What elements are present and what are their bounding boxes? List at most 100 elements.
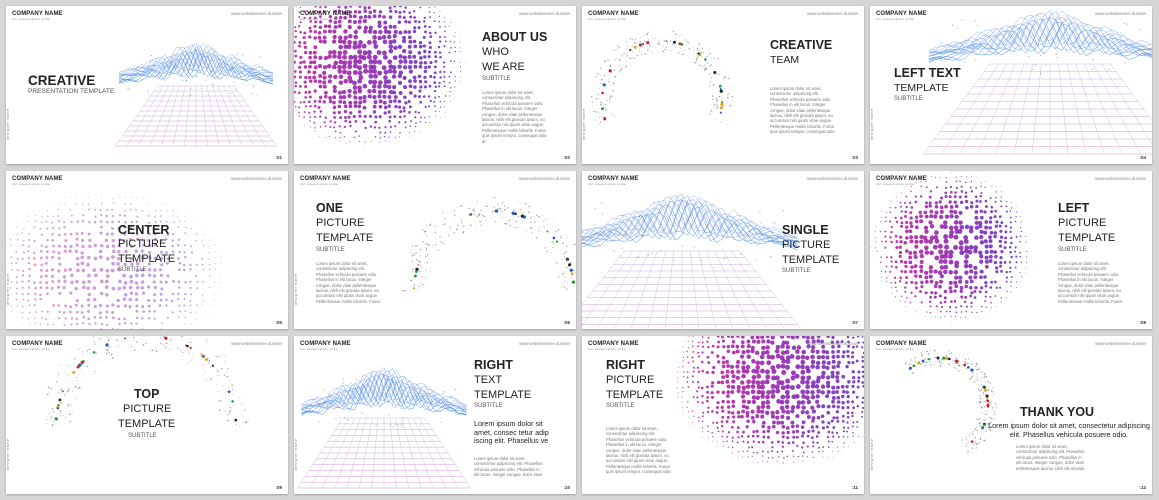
slide-number: :11: [851, 485, 858, 490]
lead-text: Lorem ipsum dolor sit amet, consec tetur…: [474, 420, 549, 446]
tagline: pro presentation slide: [588, 183, 626, 186]
website: www.websitename.domain: [807, 341, 858, 346]
designer-name: designer name: [6, 108, 10, 140]
particle-ring-art: [401, 196, 576, 292]
website: www.websitename.domain: [1095, 341, 1146, 346]
slide-01[interactable]: COMPANY NAME pro presentation slide www.…: [6, 6, 288, 164]
designer-name: designer name: [6, 438, 10, 470]
designer-name: designer name: [294, 273, 298, 305]
slide-subtitle: SUBTITLE: [474, 403, 503, 409]
lead-text: Lorem ipsum dolor sit amet, consectetur …: [988, 421, 1150, 439]
tagline: pro presentation slide: [300, 183, 338, 186]
particle-ring-art: [904, 349, 997, 453]
slide-title-line-1: CENTER: [118, 223, 170, 237]
company-name: COMPANY NAME: [588, 341, 639, 347]
slide-subtitle: SUBTITLE: [894, 96, 923, 102]
body-text: Lorem ipsum dolor sit amet, consectetur …: [316, 261, 381, 303]
body-text: Lorem ipsum dolor sit amet, consectetur …: [1058, 261, 1123, 303]
company-name: COMPANY NAME: [12, 341, 63, 347]
slide-03[interactable]: COMPANY NAME pro presentation slide www.…: [582, 6, 864, 164]
slide-subtitle: PRESENTATION TEMPLATE: [28, 88, 115, 95]
company-name: COMPANY NAME: [588, 176, 639, 182]
website: www.websitename.domain: [1095, 176, 1146, 181]
slide-number: :06: [563, 320, 570, 325]
slide-title-line-3: TEMPLATE: [782, 254, 840, 266]
wave-grid-art: [297, 366, 471, 489]
slide-number: :08: [1139, 320, 1146, 325]
slide-title-line-3: TEMPLATE: [118, 418, 176, 430]
website: www.websitename.domain: [519, 11, 570, 16]
company-name: COMPANY NAME: [588, 11, 639, 17]
slide-number: :01: [275, 155, 282, 160]
tagline: pro presentation slide: [588, 18, 626, 21]
slide-number: :07: [851, 320, 858, 325]
slide-04[interactable]: COMPANY NAME pro presentation slide www.…: [870, 6, 1152, 164]
slide-subtitle: SUBTITLE: [128, 433, 157, 439]
slide-number: :02: [563, 155, 570, 160]
slide-subtitle: SUBTITLE: [782, 268, 811, 274]
wave-grid-art: [582, 193, 802, 329]
body-text: Lorem ipsum dolor sit amet, consectetur …: [1016, 444, 1085, 470]
dot-cloud-art: [870, 172, 1028, 323]
slide-title-line-1: LEFT: [1058, 201, 1090, 215]
slide-title-line-3: TEMPLATE: [606, 389, 664, 401]
website: www.websitename.domain: [1095, 11, 1146, 16]
slide-title-line-2: PICTURE: [118, 238, 167, 250]
slide-subtitle: SUBTITLE: [1058, 247, 1087, 253]
dot-cloud-art: [294, 6, 466, 147]
slide-title-line-2: TEAM: [770, 54, 800, 66]
website: www.websitename.domain: [519, 341, 570, 346]
particle-ring-art: [590, 30, 734, 125]
slide-subtitle: SUBTITLE: [118, 267, 147, 273]
body-text: Lorem ipsum dolor sit amet, consectetur …: [770, 86, 835, 134]
slide-title-line-3: TEMPLATE: [474, 389, 532, 401]
tagline: pro presentation slide: [12, 18, 50, 21]
tagline: pro presentation slide: [300, 348, 338, 351]
wave-grid-art: [923, 10, 1152, 155]
slide-05[interactable]: COMPANY NAME pro presentation slide www.…: [6, 171, 288, 329]
slide-title-line-2: TEXT: [474, 374, 503, 386]
designer-name: designer name: [294, 438, 298, 470]
company-name: COMPANY NAME: [876, 11, 927, 17]
website: www.websitename.domain: [807, 11, 858, 16]
website: www.websitename.domain: [807, 176, 858, 181]
slide-07[interactable]: COMPANY NAME pro presentation slide www.…: [582, 171, 864, 329]
slide-11[interactable]: COMPANY NAME pro presentation slide www.…: [582, 336, 864, 494]
body-text: Lorem ipsum dolor sit amet, consectetur …: [474, 456, 543, 478]
slide-number: :03: [851, 155, 858, 160]
wave-grid-art: [115, 43, 277, 147]
tagline: pro presentation slide: [876, 348, 914, 351]
website: www.websitename.domain: [231, 176, 282, 181]
slide-title: CREATIVE: [28, 73, 96, 88]
tagline: pro presentation slide: [588, 348, 626, 351]
slide-number: :09: [275, 485, 282, 490]
slide-number: :12: [1139, 485, 1146, 490]
slide-title-line-3: TEMPLATE: [316, 232, 374, 244]
slide-subtitle: SUBTITLE: [606, 403, 635, 409]
company-name: COMPANY NAME: [300, 11, 351, 17]
slide-title-line-1: RIGHT: [474, 358, 513, 372]
slide-title-line-2: PICTURE: [123, 403, 172, 415]
slide-subtitle: SUBTITLE: [482, 76, 511, 82]
slide-subtitle: SUBTITLE: [316, 247, 345, 253]
tagline: pro presentation slide: [12, 348, 50, 351]
slide-title-line-1: SINGLE: [782, 223, 829, 237]
slide-06[interactable]: COMPANY NAME pro presentation slide www.…: [294, 171, 576, 329]
slide-title-line-2: PICTURE: [782, 239, 831, 251]
company-name: COMPANY NAME: [876, 341, 927, 347]
company-name: COMPANY NAME: [300, 341, 351, 347]
slide-08[interactable]: COMPANY NAME pro presentation slide www.…: [870, 171, 1152, 329]
slide-10[interactable]: COMPANY NAME pro presentation slide www.…: [294, 336, 576, 494]
slide-title-line-1: CREATIVE: [770, 38, 833, 52]
slide-title-line-1: ABOUT US: [482, 30, 548, 44]
slide-title-line-1: TOP: [134, 387, 160, 401]
slide-02[interactable]: COMPANY NAME pro presentation slide www.…: [294, 6, 576, 164]
slide-09[interactable]: COMPANY NAME pro presentation slide www.…: [6, 336, 288, 494]
slide-title-line-1: RIGHT: [606, 358, 645, 372]
website: www.websitename.domain: [231, 341, 282, 346]
slide-title: THANK YOU: [1020, 405, 1095, 419]
slide-12[interactable]: COMPANY NAME pro presentation slide www.…: [870, 336, 1152, 494]
company-name: COMPANY NAME: [12, 176, 63, 182]
slide-title-line-2: PICTURE: [316, 217, 365, 229]
dot-cloud-art: [676, 336, 864, 467]
